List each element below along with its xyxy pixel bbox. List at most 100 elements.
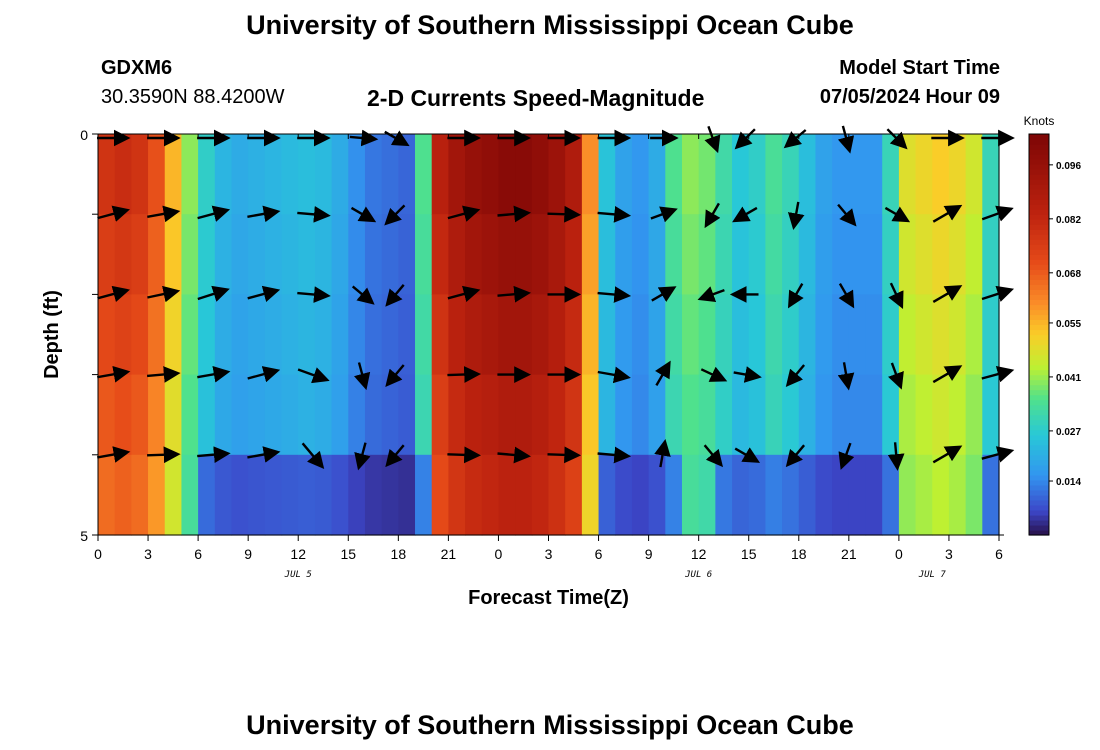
heatmap-cell [481, 454, 500, 536]
heatmap-cell [465, 374, 483, 456]
current-vector-arrow [497, 285, 531, 303]
heatmap-cell [732, 134, 750, 215]
colorbar-segment [1029, 414, 1049, 421]
colorbar-segment [1029, 299, 1049, 306]
vector-layer [96, 125, 1015, 471]
heatmap-cell [181, 374, 199, 456]
heatmap-cell [631, 374, 650, 456]
x-tick-label: 6 [995, 546, 1003, 562]
current-vector-arrow [96, 366, 131, 383]
colorbar-segment [1029, 474, 1049, 481]
heatmap-cell [364, 294, 383, 376]
heatmap-cell [982, 374, 1000, 456]
colorbar-segment [1029, 204, 1049, 210]
heatmap-cell [598, 374, 616, 456]
heatmap-cell [164, 454, 183, 536]
heatmap-cell [732, 454, 750, 536]
heatmap-cell [364, 134, 383, 215]
colorbar-segment [1029, 319, 1049, 326]
heatmap-cell [882, 134, 900, 215]
date-label: JUL 6 [684, 570, 712, 580]
heatmap-cell [531, 214, 550, 295]
heatmap-cell [581, 134, 600, 215]
x-tick-label: 0 [895, 546, 903, 562]
heatmap-cell [882, 294, 900, 376]
colorbar-segment [1029, 259, 1049, 265]
colorbar-segment [1029, 284, 1049, 290]
current-vector-arrow [655, 360, 671, 387]
y-axis [92, 133, 1004, 536]
x-tick-label: 3 [945, 546, 953, 562]
x-tick-label: 12 [290, 546, 306, 562]
current-vector-arrow [785, 444, 806, 468]
heatmap-cell [348, 294, 366, 376]
current-vector-arrow [349, 129, 379, 147]
heatmap-cell [698, 134, 716, 215]
heatmap-cell [331, 134, 349, 215]
heatmap-cell [748, 294, 767, 376]
current-vector-arrow [787, 201, 805, 231]
colorbar [1028, 133, 1053, 536]
heatmap-cell [615, 214, 633, 295]
current-vector-arrow [650, 206, 678, 223]
heatmap-cell [381, 214, 399, 295]
heatmap-cell [381, 134, 399, 215]
heatmap-cell [331, 214, 349, 295]
heatmap-cell [431, 454, 449, 536]
heatmap-cell [581, 374, 600, 456]
colorbar-segment [1029, 194, 1049, 200]
heatmap-cell [148, 294, 166, 376]
colorbar-segment [1029, 379, 1049, 386]
heatmap-cell [381, 454, 399, 536]
heatmap-cell [531, 454, 550, 536]
current-vector-arrow [96, 446, 131, 463]
heatmap-cell [548, 214, 566, 295]
heatmap-cell [348, 214, 366, 295]
heatmap-cell [498, 214, 516, 295]
heatmap-cell [615, 294, 633, 376]
heatmap-cell [298, 214, 316, 295]
heatmap-cell [198, 374, 216, 456]
current-vector-arrow [385, 444, 405, 468]
heatmap-cell [548, 374, 566, 456]
heatmap-cell [798, 374, 817, 456]
current-vector-arrow [597, 205, 632, 223]
heatmap-cell [381, 294, 399, 376]
heatmap-cell [915, 214, 933, 295]
current-vector-arrow [887, 442, 905, 471]
heatmap-cell [732, 214, 750, 295]
heatmap-cell [331, 294, 349, 376]
heatmap-cell [898, 134, 917, 215]
heatmap-cell [815, 374, 833, 456]
colorbar-segment [1029, 169, 1049, 175]
colorbar-segment [1029, 209, 1049, 215]
heatmap-cell [531, 374, 550, 456]
colorbar-segment [1029, 244, 1049, 250]
heatmap-cell [615, 134, 633, 215]
colorbar-segment [1029, 359, 1049, 366]
heatmap-cell [98, 374, 116, 456]
x-tick-label: 3 [545, 546, 553, 562]
colorbar-segment [1029, 364, 1049, 371]
heatmap-cell [515, 374, 533, 456]
colorbar-segment [1029, 444, 1049, 451]
heatmap-cell [565, 294, 583, 376]
x-tick-label: 18 [791, 546, 807, 562]
current-vector-arrow [147, 205, 181, 223]
heatmap-cell [148, 214, 166, 295]
heatmap-cell [448, 214, 466, 295]
heatmap-cell [398, 294, 416, 376]
colorbar-segment [1029, 454, 1049, 461]
heatmap-cell [815, 214, 833, 295]
heatmap-cell [965, 374, 983, 456]
heatmap-cell [698, 374, 716, 456]
heatmap-cell [832, 294, 850, 376]
heatmap-cell [164, 374, 183, 456]
current-vector-arrow [888, 362, 904, 390]
current-vector-arrow [351, 285, 375, 305]
heatmap-cell [915, 374, 933, 456]
heatmap-cell [715, 374, 733, 456]
x-tick-label: 21 [841, 546, 857, 562]
heatmap-cell [815, 294, 833, 376]
heatmap-cell [982, 294, 1000, 376]
